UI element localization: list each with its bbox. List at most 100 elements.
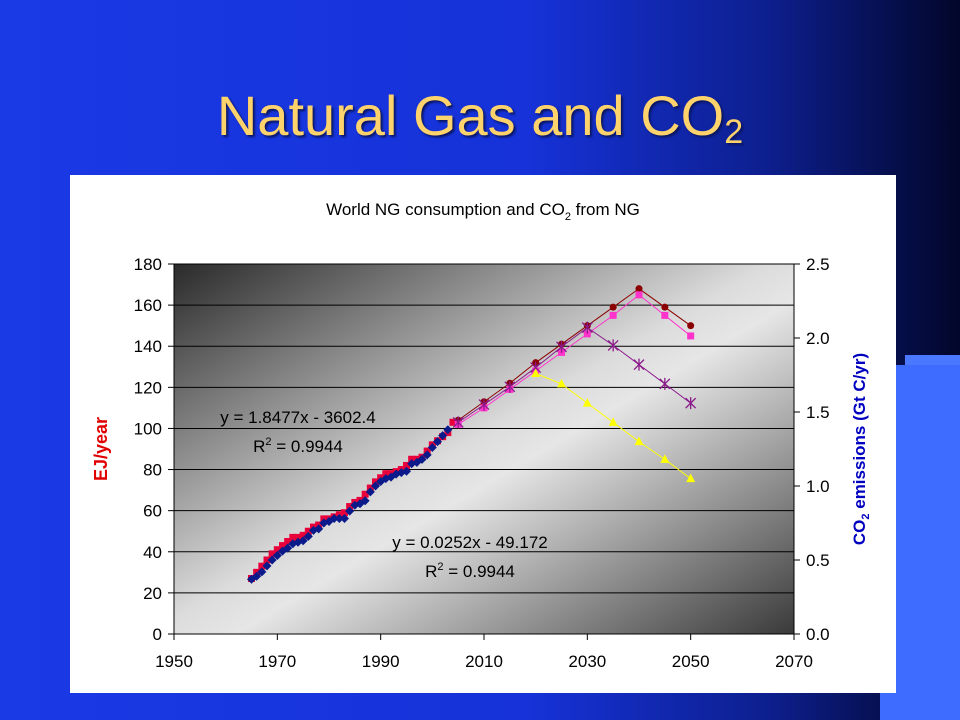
annotation-equation: y = 0.0252x - 49.172 [392, 533, 547, 552]
data-point [557, 378, 566, 388]
data-point [608, 417, 618, 426]
annotation-equation: y = 1.8477x - 3602.4 [220, 408, 375, 427]
data-point [303, 531, 313, 541]
x-tick-label: 2010 [465, 652, 503, 671]
data-point [433, 437, 442, 447]
right-tick-label: 0.5 [806, 551, 830, 570]
series-markers [247, 285, 697, 584]
data-point [478, 398, 490, 411]
data-point [687, 322, 695, 330]
data-point [262, 561, 272, 571]
x-tick-label: 1950 [155, 652, 193, 671]
data-point [443, 425, 453, 435]
data-point [334, 514, 344, 524]
data-point [633, 358, 645, 371]
data-point [304, 527, 312, 535]
slide-title-subscript: 2 [724, 113, 744, 151]
data-point [279, 542, 286, 550]
left-tick-label: 100 [134, 419, 162, 438]
data-point [659, 377, 671, 390]
slide-title: Natural Gas and CO2 [0, 88, 960, 151]
data-point [581, 321, 593, 334]
annotation-r-squared: R2 = 0.9944 [425, 561, 515, 581]
left-tick-label: 160 [134, 296, 162, 315]
x-tick-label: 2050 [672, 652, 710, 671]
data-point [268, 550, 276, 558]
data-point [314, 524, 324, 534]
data-point [422, 450, 432, 460]
data-point [346, 503, 354, 511]
right-tick-label: 0.0 [806, 625, 830, 644]
chart-panel: World NG consumption and CO2 from NG 0 20… [70, 175, 896, 693]
data-point [634, 436, 644, 446]
data-point [687, 332, 695, 340]
right-tick-label: 1.5 [806, 403, 830, 422]
trendline-annotation-co2: y = 0.0252x - 49.172 R2 = 0.9944 [392, 533, 547, 581]
data-point [299, 531, 307, 539]
left-tick-label: 20 [143, 584, 162, 603]
axes [168, 263, 800, 640]
left-tick-label: 60 [143, 502, 162, 521]
trendline-annotation-ej: y = 1.8477x - 3602.4 R2 = 0.9944 [220, 408, 375, 456]
data-point [257, 567, 267, 577]
annotation-r-squared: R2 = 0.9944 [253, 436, 343, 456]
data-point [583, 330, 591, 338]
right-tick-label: 1.0 [806, 477, 830, 496]
x-tick-label: 1970 [258, 652, 296, 671]
data-point [582, 398, 592, 407]
data-point [345, 506, 355, 516]
data-point [504, 380, 516, 393]
data-point [283, 543, 293, 553]
data-point [556, 340, 567, 353]
data-point [609, 303, 617, 311]
left-axis-label: EJ/year [91, 417, 111, 481]
data-point [341, 509, 348, 517]
data-point [438, 431, 448, 441]
data-point [660, 454, 670, 463]
left-tick-label: 120 [134, 378, 162, 397]
data-point [284, 538, 292, 545]
data-point [408, 455, 416, 463]
left-tick-label: 0 [153, 625, 162, 644]
data-point [382, 470, 390, 478]
data-point [531, 368, 541, 378]
left-tick-label: 140 [134, 337, 162, 356]
data-point [449, 418, 457, 426]
x-tick-label: 1990 [362, 652, 400, 671]
data-point [294, 533, 302, 541]
data-point [289, 533, 297, 541]
data-point [258, 562, 266, 570]
data-point [685, 397, 697, 410]
right-tick-label: 2.0 [806, 329, 830, 348]
data-point [252, 571, 262, 581]
tick-labels: 0 20 40 60 80 100 120 140 160 180 0.0 0.5 1.0 1.5 2.0 2… [134, 255, 830, 671]
data-point [319, 518, 329, 528]
data-point [452, 416, 464, 429]
slide-title-text: Natural Gas and CO [216, 84, 725, 147]
series-line [457, 327, 691, 423]
data-point [607, 339, 619, 352]
left-tick-label: 180 [134, 255, 162, 274]
right-axis-label: CO2 emissions (Gt C/yr) [850, 353, 872, 545]
data-point [288, 539, 298, 549]
series-line [457, 294, 691, 425]
data-point [361, 490, 369, 498]
data-point [263, 556, 271, 564]
x-tick-label: 2030 [568, 652, 606, 671]
data-point [365, 487, 375, 497]
left-tick-label: 80 [143, 461, 162, 480]
data-point [329, 514, 339, 524]
data-point [371, 481, 380, 491]
data-point [417, 454, 427, 464]
data-point [272, 551, 282, 561]
data-point [360, 496, 370, 506]
data-point [609, 311, 617, 319]
data-point [686, 473, 696, 483]
data-point [340, 514, 349, 524]
left-tick-label: 40 [143, 543, 162, 562]
x-tick-label: 2070 [775, 652, 813, 671]
chart-title: World NG consumption and CO2 from NG [326, 200, 640, 223]
data-point [403, 461, 410, 469]
data-point [635, 291, 643, 299]
right-tick-label: 2.5 [806, 255, 830, 274]
